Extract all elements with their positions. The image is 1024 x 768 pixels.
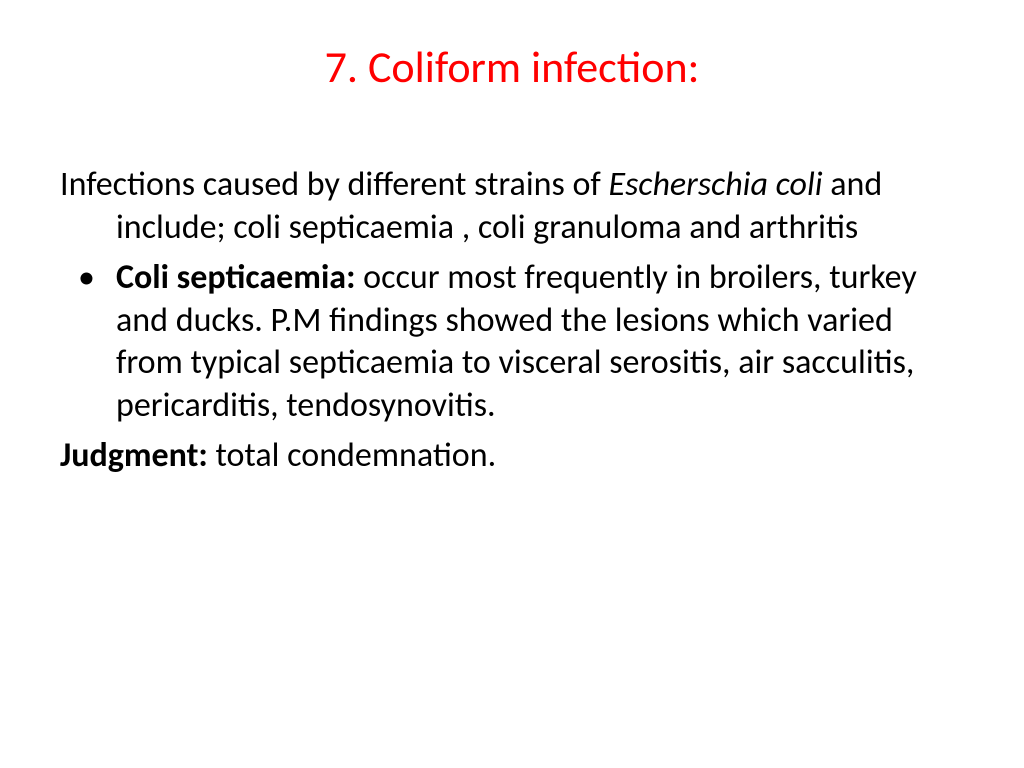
slide-body: Infections caused by different strains o… xyxy=(60,164,964,478)
intro-italic: Escherschia coli xyxy=(608,164,822,205)
judgment-rest: total condemnation. xyxy=(215,435,496,476)
slide: 7. Coliform infection: Infections caused… xyxy=(0,0,1024,768)
judgment-label: Judgment: xyxy=(60,435,215,476)
judgment-paragraph: Judgment: total condemnation. xyxy=(60,435,964,478)
intro-paragraph: Infections caused by different strains o… xyxy=(60,164,964,249)
bullet-text: Coli septicaemia: occur most frequently … xyxy=(116,257,964,427)
bullet-marker-icon: • xyxy=(60,257,116,300)
intro-text-1: Infections caused by different strains o… xyxy=(60,164,608,205)
bullet-item: • Coli septicaemia: occur most frequentl… xyxy=(60,257,964,427)
slide-title: 7. Coliform infection: xyxy=(60,40,964,94)
bullet-bold-label: Coli septicaemia: xyxy=(116,257,363,298)
